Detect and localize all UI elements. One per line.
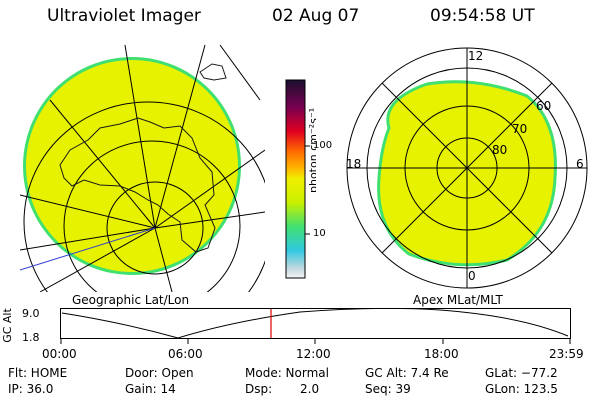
- mlt-6-label: 6: [576, 157, 584, 171]
- mlt-0-label: 0: [468, 269, 476, 283]
- mlt-12-label: 12: [468, 49, 483, 63]
- land-outline: [200, 64, 226, 80]
- mlat-70-label: 70: [512, 122, 527, 136]
- glon-status: GLon: 123.5: [485, 382, 558, 396]
- xtick-0000: 00:00: [42, 347, 77, 361]
- gain-status: Gain: 14: [125, 382, 176, 396]
- date-label: 02 Aug 07: [272, 6, 359, 26]
- xtick-0600: 06:00: [168, 347, 203, 361]
- seq-status: Seq: 39: [365, 382, 411, 396]
- dsp-value: 2.0: [300, 382, 319, 396]
- orbit-ylabel: GC Alt: [0, 305, 16, 347]
- colorbar-tick-10: 10: [313, 228, 326, 239]
- orbit-ytick-low: 1.8: [22, 331, 40, 344]
- mlat-80-label: 80: [492, 143, 507, 157]
- geographic-map: [0, 0, 265, 295]
- orbit-ytick-high: 9.0: [22, 307, 40, 320]
- time-label: 09:54:58 UT: [430, 6, 535, 26]
- polar-plot: 12 18 6 0 60 70 80: [340, 42, 595, 294]
- geographic-label: Geographic Lat/Lon: [72, 293, 189, 307]
- colorbar-tick-100: 100: [313, 140, 332, 151]
- mlat-60-label: 60: [536, 99, 551, 113]
- mode-status: Mode: Normal: [245, 366, 329, 380]
- mlt-18-label: 18: [346, 157, 361, 171]
- gc-alt-status: GC Alt: 7.4 Re: [365, 366, 449, 380]
- ip-status: IP: 36.0: [8, 382, 53, 396]
- xtick-1200: 12:00: [296, 347, 331, 361]
- dsp-label: Dsp:: [245, 382, 272, 396]
- xtick-2359: 23:59: [549, 347, 584, 361]
- colorbar: photon cm⁻²s⁻¹: [268, 78, 316, 288]
- door-status: Door: Open: [125, 366, 194, 380]
- flt-status: Flt: HOME: [8, 366, 67, 380]
- glat-status: GLat: −77.2: [485, 366, 558, 380]
- apex-label: Apex MLat/MLT: [413, 293, 503, 307]
- orbit-plot: [60, 308, 574, 348]
- xtick-1800: 18:00: [424, 347, 459, 361]
